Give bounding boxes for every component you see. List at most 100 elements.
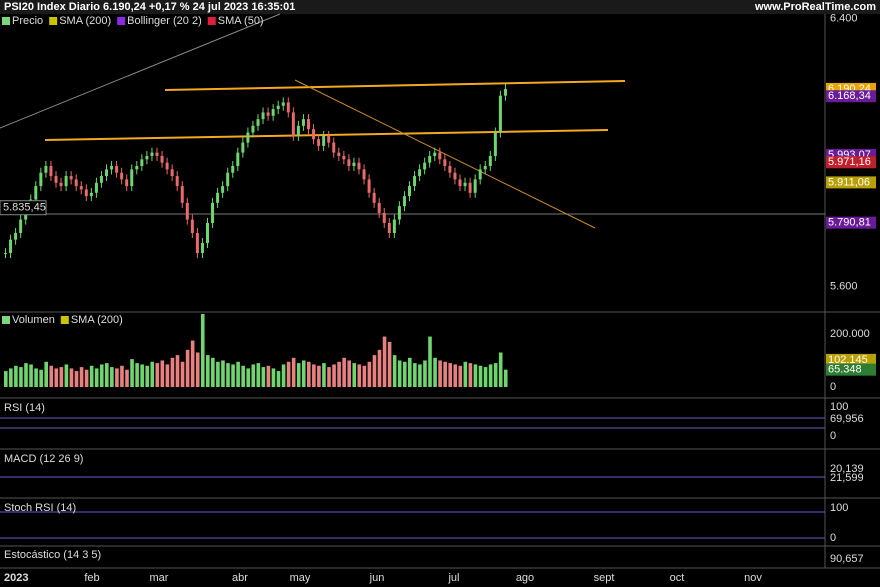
stoch-legend: Estocástico (14 3 5) bbox=[4, 549, 101, 561]
candle bbox=[337, 152, 341, 156]
month-label: feb bbox=[84, 572, 99, 584]
volume-bar bbox=[408, 357, 412, 387]
volume-bar bbox=[281, 364, 286, 387]
axis-label: 100 bbox=[830, 401, 848, 413]
volume-bar bbox=[211, 357, 215, 387]
candle bbox=[145, 155, 149, 160]
candle bbox=[367, 179, 371, 193]
legend-label: SMA (50) bbox=[218, 15, 264, 27]
legend-label: Volumen bbox=[12, 314, 55, 326]
volume-bar bbox=[221, 360, 225, 387]
candle bbox=[332, 142, 336, 153]
volume-bar bbox=[231, 364, 235, 387]
candle bbox=[120, 172, 124, 180]
volume-bar bbox=[322, 363, 326, 387]
volume-bar bbox=[94, 368, 99, 387]
volume-bar bbox=[301, 360, 306, 387]
volume-bar bbox=[291, 357, 296, 387]
cursor-label: 5.835,45 bbox=[3, 202, 46, 214]
header-bar bbox=[0, 0, 880, 14]
month-label: nov bbox=[744, 572, 762, 584]
candle bbox=[392, 219, 396, 233]
volume-bar bbox=[296, 363, 301, 387]
candle bbox=[44, 166, 48, 173]
volume-bar bbox=[488, 364, 493, 387]
volume-bar bbox=[428, 336, 432, 387]
volume-bar bbox=[34, 368, 38, 387]
volume-bar bbox=[256, 363, 261, 387]
volume-bar bbox=[362, 365, 367, 387]
candle bbox=[195, 232, 199, 254]
month-label: jun bbox=[369, 572, 385, 584]
candle bbox=[175, 176, 179, 187]
axis-label: 0 bbox=[830, 430, 836, 442]
candle bbox=[39, 172, 43, 187]
volume-bar bbox=[135, 363, 139, 387]
volume-bar bbox=[185, 349, 190, 387]
volume-bar bbox=[402, 361, 407, 387]
volume-bar bbox=[216, 361, 220, 387]
volume-bar bbox=[382, 336, 387, 387]
volume-bar bbox=[347, 360, 351, 387]
candle bbox=[79, 186, 83, 190]
value-tag-label: 6.168,34 bbox=[828, 90, 871, 102]
volume-bar bbox=[286, 361, 291, 387]
candle bbox=[488, 155, 492, 167]
volume-bar bbox=[110, 367, 114, 387]
candle bbox=[221, 186, 225, 193]
candle bbox=[317, 139, 321, 146]
candle bbox=[54, 176, 58, 183]
volume-bar bbox=[130, 359, 134, 387]
legend-label: SMA (200) bbox=[71, 314, 123, 326]
stochrsi-legend: Stoch RSI (14) bbox=[4, 502, 76, 514]
candle bbox=[307, 119, 310, 130]
volume-bar bbox=[246, 368, 250, 387]
volume-bar bbox=[438, 360, 442, 387]
y-tick-label: 200.000 bbox=[830, 328, 870, 340]
value-tag-label: 102.145 bbox=[828, 354, 868, 366]
volume-bar bbox=[433, 357, 437, 387]
volume-bar bbox=[473, 364, 478, 387]
candle bbox=[64, 176, 68, 187]
candle bbox=[4, 253, 7, 255]
volume-bar bbox=[503, 369, 508, 387]
candle bbox=[503, 88, 507, 96]
value-tag-label: 5.790,81 bbox=[828, 217, 871, 229]
volume-bar bbox=[312, 364, 316, 387]
candle bbox=[49, 166, 53, 177]
candle bbox=[408, 186, 411, 197]
volume-bar bbox=[175, 355, 180, 387]
candle bbox=[185, 202, 189, 220]
legend-label: Precio bbox=[12, 15, 43, 27]
volume-bar bbox=[190, 340, 195, 387]
candle bbox=[165, 162, 169, 170]
candle bbox=[130, 169, 134, 187]
volume-bar bbox=[468, 363, 473, 387]
volume-bar bbox=[145, 365, 149, 387]
volume-bar bbox=[14, 365, 18, 387]
candle bbox=[448, 166, 452, 173]
volume-bar bbox=[49, 365, 54, 387]
legend-swatch bbox=[60, 316, 69, 324]
candle bbox=[74, 179, 78, 187]
volume-bar bbox=[357, 364, 362, 387]
volume-bar bbox=[4, 371, 8, 387]
candle bbox=[155, 152, 159, 156]
candle bbox=[433, 152, 437, 156]
volume-bar bbox=[54, 368, 59, 387]
candle bbox=[110, 166, 114, 170]
axis-label: 90,657 bbox=[830, 553, 864, 565]
candle bbox=[115, 166, 119, 173]
candle bbox=[140, 159, 144, 167]
month-label: ago bbox=[516, 572, 534, 584]
volume-bar bbox=[453, 364, 458, 387]
volume-bar bbox=[352, 363, 357, 387]
value-tag bbox=[826, 176, 876, 189]
volume-bar bbox=[170, 357, 175, 387]
month-label: sept bbox=[594, 572, 615, 584]
candle bbox=[463, 182, 467, 187]
month-label: oct bbox=[670, 572, 685, 584]
candle bbox=[211, 202, 215, 223]
volume-bar bbox=[29, 364, 33, 387]
